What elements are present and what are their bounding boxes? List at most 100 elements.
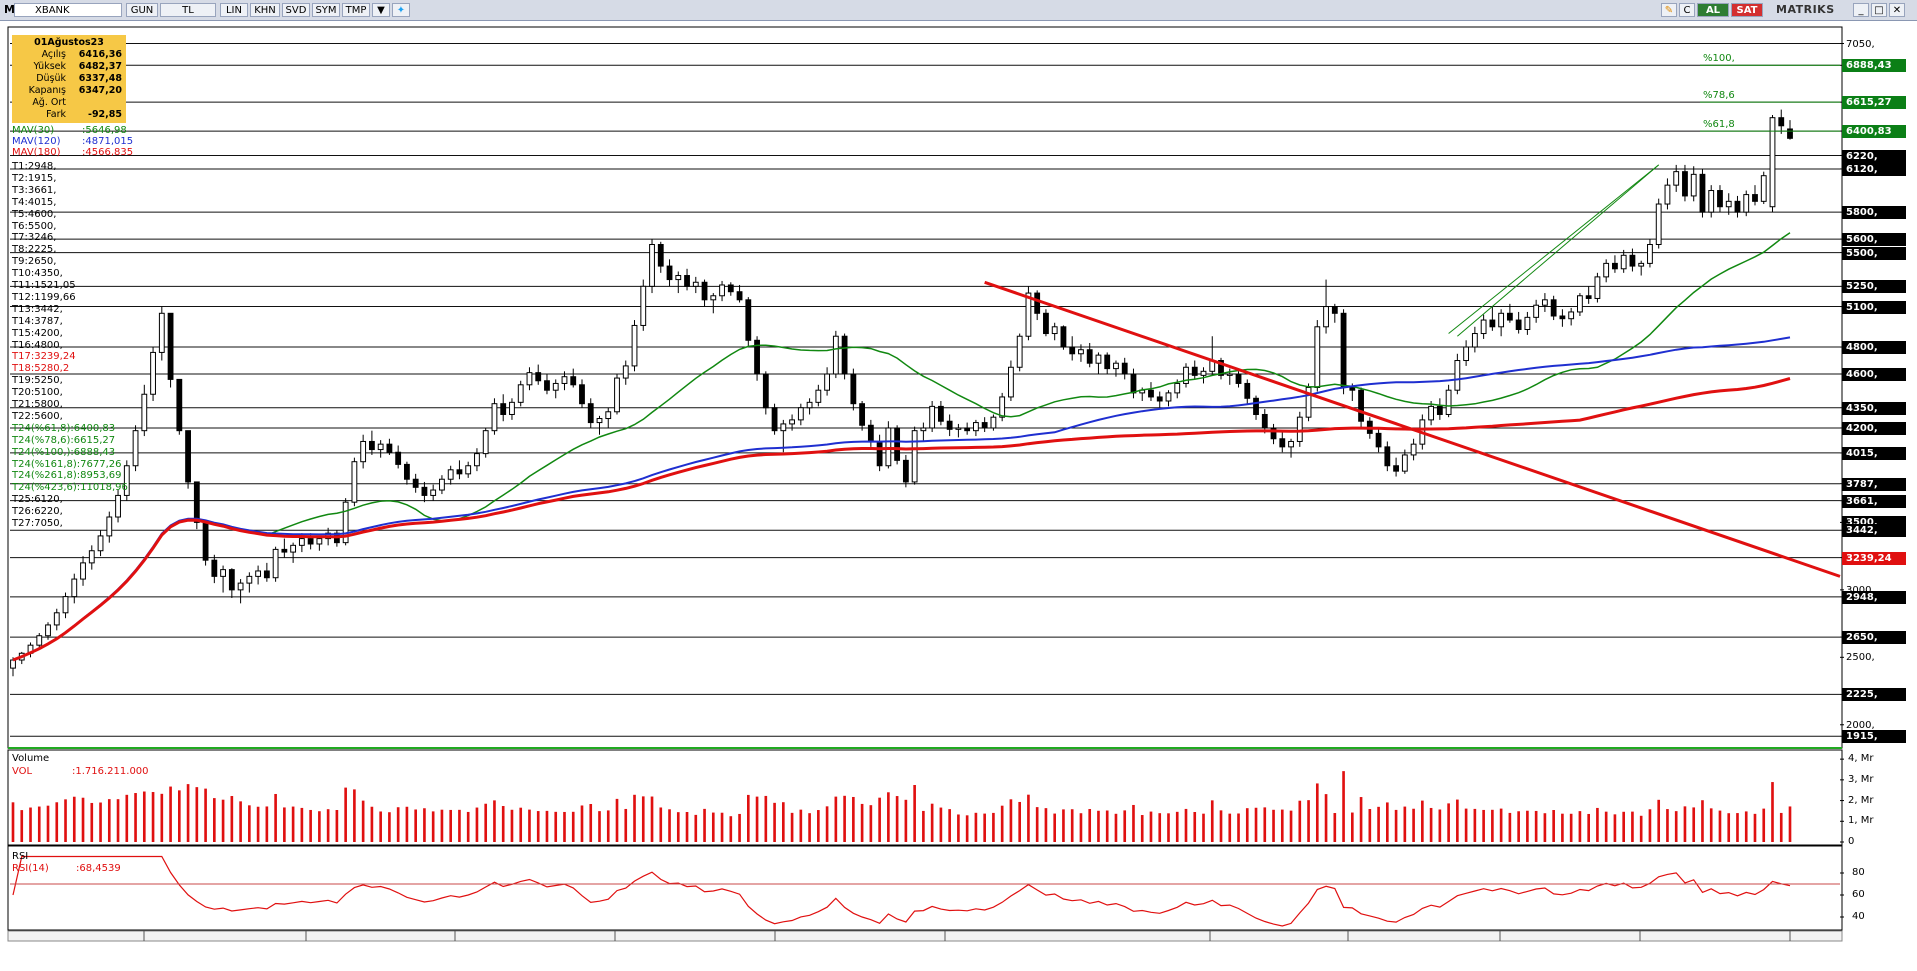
dropdown-arrow-icon[interactable]: ▼ [372, 3, 390, 17]
ma30-line [12, 232, 1791, 661]
period-button[interactable]: GUN [126, 3, 158, 17]
level-legend-item: T1:2948, [12, 161, 57, 172]
candle-body [150, 351, 156, 395]
candle-body [1200, 370, 1207, 376]
refresh-icon[interactable]: C [1679, 3, 1695, 17]
candle-body [386, 443, 393, 453]
candle-body [1585, 295, 1592, 299]
rsi-axis-label: 80 [1852, 867, 1865, 878]
level-legend-item: T25:6120, [12, 494, 63, 506]
candle-body [727, 284, 734, 293]
candle-body [754, 339, 760, 375]
price-axis-label: 2650, [1842, 631, 1906, 645]
volume-button[interactable]: SVD [282, 3, 310, 17]
candle-body [211, 559, 218, 577]
time-axis [7, 930, 1843, 942]
currency-button[interactable]: TL [160, 3, 216, 17]
matriks-logo: M [4, 3, 15, 16]
candle-body [1253, 397, 1259, 415]
candle-body [535, 372, 542, 382]
candle-body [316, 538, 323, 545]
candle-body [797, 407, 804, 421]
candle-body [762, 373, 769, 409]
candle-body [981, 422, 988, 429]
candle-body [228, 569, 235, 591]
candle-body [771, 407, 778, 432]
close-icon[interactable]: ✕ [1889, 3, 1905, 17]
price-axis-label: 6888,43 [1842, 59, 1906, 73]
sell-button[interactable]: SAT [1731, 3, 1763, 17]
rsi-axis-label: 60 [1852, 889, 1865, 900]
candle-body [850, 373, 857, 405]
candle-body [1165, 392, 1172, 402]
candle-body [1445, 389, 1452, 415]
level-legend-item: T13:3442, [12, 303, 63, 315]
level-legend-item: T11:1521,05 [12, 280, 76, 291]
line-chart-button[interactable]: LIN [220, 3, 248, 17]
candle-body [999, 396, 1006, 418]
candle-body [1270, 427, 1277, 440]
candle-body [1095, 354, 1102, 364]
candle-body [972, 422, 979, 432]
candle-body [1016, 335, 1023, 368]
candle-body [88, 550, 95, 564]
buy-button[interactable]: AL [1697, 3, 1729, 17]
candle-body [220, 569, 226, 577]
candle-body [657, 244, 664, 267]
candle-body [1752, 194, 1758, 202]
volume-value: :1.716.211.000 [72, 766, 149, 777]
candle-body [360, 440, 367, 463]
candle-body [1515, 319, 1522, 330]
maximize-icon[interactable]: □ [1871, 3, 1887, 17]
candle-body [255, 570, 262, 577]
template-button[interactable]: TMP [342, 3, 370, 17]
candle-body [1629, 254, 1636, 267]
candle-chart-button[interactable]: KHN [250, 3, 280, 17]
mav-legend-value: :4871,015 [82, 136, 134, 147]
level-legend-item: T24(%423,6):11018,96 [12, 482, 128, 494]
mav-legend-value: :5646,98 [82, 125, 127, 136]
rsi-axis-label: 40 [1852, 911, 1865, 922]
info-row-low: Düşük 6337,48 [36, 73, 122, 84]
candle-body [806, 401, 813, 409]
candle-body [1769, 117, 1776, 208]
level-legend-item: T12:1199,66 [12, 291, 76, 303]
candle-body [500, 403, 507, 415]
candle-body [1148, 389, 1154, 398]
candle-body [1288, 440, 1294, 448]
volume-axis-label: 1, Mr [1848, 815, 1874, 827]
candle-body [1156, 396, 1163, 402]
rsi-title: RSI [12, 851, 29, 862]
candle-body [1550, 299, 1557, 317]
symbol-input[interactable]: XBANK [14, 3, 122, 17]
candle-body [1480, 319, 1487, 335]
candle-body [710, 295, 717, 301]
price-axis-label: 3787, [1842, 477, 1906, 491]
level-legend-item: T24(%61,8):6400,83 [12, 422, 116, 434]
candle-body [1340, 312, 1347, 388]
volume-label: VOL [12, 766, 33, 777]
candle-body [62, 596, 69, 614]
symbol-button[interactable]: SYM [312, 3, 340, 17]
candle-body [649, 244, 655, 287]
info-row-high: Yüksek 6482,37 [33, 61, 122, 72]
candle-body [1191, 366, 1198, 376]
level-legend-item: T3:3661, [12, 184, 57, 196]
pencil-icon[interactable]: ✎ [1661, 3, 1677, 17]
candle-body [71, 578, 78, 598]
twitter-icon[interactable]: ✦ [392, 3, 410, 17]
candle-body [193, 481, 200, 523]
candle-body [1174, 382, 1181, 394]
candle-body [263, 570, 270, 579]
candle-body [570, 376, 577, 386]
minimize-icon[interactable]: _ [1853, 3, 1869, 17]
candle-body [561, 376, 568, 384]
candle-body [132, 430, 139, 467]
candle-body [1559, 315, 1566, 320]
level-legend-item: T2:1915, [12, 172, 57, 184]
downtrend-line [984, 280, 1841, 578]
candle-body [1008, 366, 1014, 398]
candle-body [622, 365, 629, 379]
candle-body [1778, 117, 1785, 127]
